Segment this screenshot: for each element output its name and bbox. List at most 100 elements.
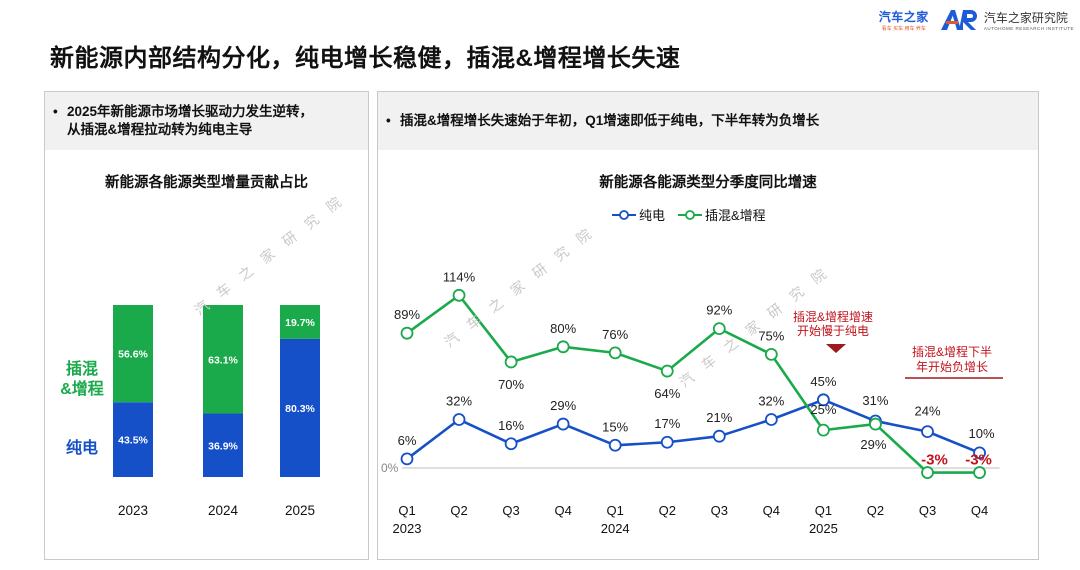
- data-point-phev: [921, 466, 934, 479]
- data-label: 6%: [398, 433, 417, 448]
- legend-label-phev-line1: 插混: [66, 359, 98, 378]
- data-label: 76%: [602, 327, 628, 342]
- data-point-bev: [712, 429, 726, 443]
- data-point-bev: [660, 435, 674, 449]
- left-note-line-2: 从插混&增程拉动转为纯电主导: [67, 122, 253, 137]
- logo-area: 汽车之家 看车 买车 用车 养车 汽车之家研究院 AUTOHOME RESEAR…: [879, 8, 1074, 32]
- data-label: 16%: [498, 418, 524, 433]
- data-point-bev: [973, 446, 986, 460]
- autohome-logo: 汽车之家 看车 买车 用车 养车: [879, 8, 929, 32]
- data-label: 70%: [498, 377, 524, 392]
- data-label: 36.9%: [208, 440, 238, 452]
- institute-logo-text: 汽车之家研究院: [983, 11, 1068, 25]
- data-point-bev: [921, 425, 934, 439]
- data-point-bev: [608, 438, 622, 452]
- series-line-phev: [406, 293, 980, 474]
- x-tick-label: Q1: [398, 503, 415, 518]
- annotation-text: 开始慢于纯电: [797, 324, 869, 338]
- autohome-logo-text: 汽车之家: [878, 10, 929, 24]
- data-label: 80.3%: [285, 403, 315, 415]
- data-label: 32%: [758, 394, 784, 409]
- data-point-phev: [660, 364, 674, 378]
- left-panel: • 2025年新能源市场增长驱动力发生逆转， 从插混&增程拉动转为纯电主导 新能…: [44, 91, 369, 560]
- x-tick-label: 2023: [118, 503, 148, 518]
- x-tick-label: 2025: [285, 503, 315, 518]
- legend-label-bev: 纯电: [639, 208, 665, 223]
- right-note: • 插混&增程增长失速始于年初，Q1增速即低于纯电，下半年转为负增长: [386, 112, 819, 130]
- line-chart-title: 新能源各能源类型分季度同比增速: [599, 175, 817, 191]
- data-point-bev: [556, 417, 570, 431]
- data-label: 114%: [443, 269, 476, 284]
- annotation-text: 插混&增程增速: [793, 309, 873, 324]
- bar-chart: 43.5% 56.6% 2023 36.9% 63.1% 2024 80.3% 19.7% 20…: [60, 305, 320, 518]
- data-point-phev: [869, 417, 882, 431]
- autohome-logo-subtext: 看车 买车 用车 养车: [881, 26, 926, 32]
- page-title: 新能源内部结构分化，纯电增长稳健，插混&增程增长失速: [50, 45, 681, 72]
- data-label: 17%: [654, 416, 680, 431]
- legend-marker-bev: [619, 210, 629, 220]
- y-zero-label: 0%: [381, 461, 399, 475]
- data-label: 15%: [602, 419, 628, 434]
- x-tick-label: Q4: [763, 503, 780, 518]
- data-point-phev: [400, 326, 414, 340]
- x-tick-label: Q1: [607, 503, 624, 518]
- institute-logo-subtext: AUTOHOME RESEARCH INSTITUTE: [983, 26, 1074, 31]
- x-tick-label: Q2: [450, 503, 467, 518]
- data-label: 25%: [810, 402, 836, 417]
- data-label: 19.7%: [285, 317, 315, 329]
- x-year-label: 2025: [809, 521, 838, 536]
- legend-marker-phev: [685, 210, 695, 220]
- data-label: 10%: [969, 426, 995, 441]
- data-point-bev: [764, 413, 778, 426]
- x-year-label: 2023: [393, 521, 422, 536]
- x-year-label: 2024: [601, 521, 630, 536]
- x-tick-label: Q3: [711, 503, 728, 518]
- bar-segment-phev: [113, 305, 153, 403]
- data-label: 31%: [862, 393, 888, 408]
- data-label: -3%: [965, 452, 992, 469]
- annotation-arrow: [826, 344, 846, 353]
- data-point-phev: [556, 340, 570, 354]
- data-label: 92%: [706, 303, 732, 318]
- data-point-phev: [504, 355, 518, 369]
- data-label: 24%: [914, 404, 940, 419]
- x-tick-label: Q1: [815, 503, 832, 518]
- data-point-phev: [608, 346, 622, 360]
- data-label: 29%: [860, 437, 886, 452]
- bar-segment-bev: [113, 402, 153, 477]
- institute-logo: 汽车之家研究院 AUTOHOME RESEARCH INSTITUTE: [939, 8, 1074, 32]
- annotation-text: 插混&增程下半: [912, 344, 992, 359]
- legend-label-phev-line2: &增程: [60, 379, 104, 398]
- bullet: •: [53, 104, 58, 119]
- data-point-phev: [973, 466, 986, 479]
- x-tick-label: 2024: [208, 503, 239, 518]
- bar-segment-phev: [280, 305, 320, 339]
- series-line-bev: [406, 398, 981, 460]
- legend-label-bev: 纯电: [66, 438, 98, 457]
- bar-segment-bev: [203, 413, 243, 477]
- x-tick-label: Q2: [867, 503, 884, 518]
- data-label: -3%: [921, 452, 948, 469]
- bar-chart-title: 新能源各能源类型增量贡献占比: [105, 175, 308, 191]
- data-point-bev: [504, 437, 518, 451]
- x-tick-label: Q4: [554, 503, 571, 518]
- data-label: 56.6%: [118, 349, 148, 361]
- x-tick-label: Q3: [502, 503, 519, 518]
- data-point-phev: [816, 423, 830, 437]
- data-point-bev: [816, 393, 830, 407]
- x-tick-label: Q3: [919, 503, 936, 518]
- left-note: • 2025年新能源市场增长驱动力发生逆转， 从插混&增程拉动转为纯电主导: [53, 103, 313, 139]
- right-note-text: 插混&增程增长失速始于年初，Q1增速即低于纯电，下半年转为负增长: [400, 113, 820, 128]
- data-point-bev: [452, 413, 466, 426]
- legend-label-phev: 插混&增程: [705, 208, 766, 223]
- right-panel: • 插混&增程增长失速始于年初，Q1增速即低于纯电，下半年转为负增长 新能源各能…: [377, 91, 1039, 560]
- data-label: 63.1%: [208, 354, 238, 366]
- data-point-phev: [764, 347, 778, 361]
- x-tick-label: Q4: [971, 503, 988, 518]
- data-point-bev: [400, 452, 414, 466]
- data-label: 29%: [550, 398, 576, 413]
- bar-segment-phev: [203, 305, 243, 414]
- data-label: 45%: [810, 374, 836, 389]
- data-label: 21%: [706, 410, 732, 425]
- data-point-phev: [452, 288, 466, 302]
